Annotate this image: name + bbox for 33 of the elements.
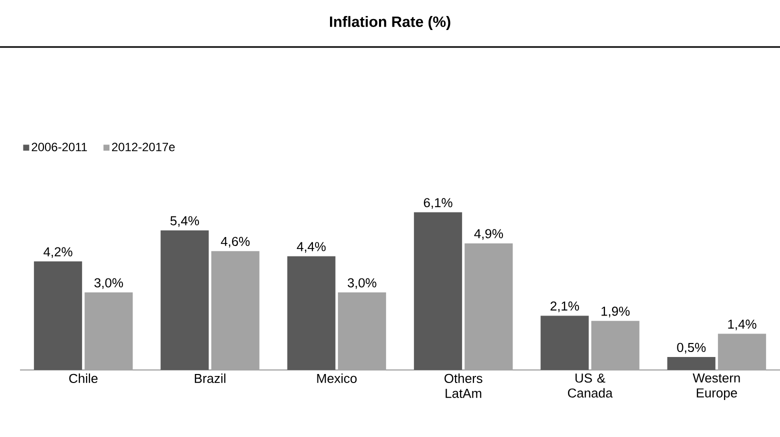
data-label: 3,0% [94, 278, 123, 289]
data-label: 6,1% [424, 198, 452, 209]
data-label: 4,4% [296, 242, 326, 253]
x-tick-label: Brazil [194, 374, 226, 384]
bar [338, 292, 386, 370]
x-tick-label: US & Canada [568, 374, 613, 398]
data-label: 0,5% [677, 342, 706, 354]
x-tick-label: Chile [69, 374, 98, 384]
bar [540, 316, 589, 370]
x-tick-label: Mexico [317, 374, 357, 384]
data-label: 4,9% [474, 229, 503, 240]
legend-label: 2012-2017e [112, 142, 175, 152]
data-label: 2,1% [550, 301, 579, 312]
bar [84, 292, 133, 370]
data-label: 3,0% [348, 278, 376, 289]
data-label: 4,2% [44, 247, 72, 258]
legend-label: 2006-2011 [32, 142, 87, 152]
bar [591, 320, 640, 370]
x-tick-label: Others LatAm [444, 374, 482, 398]
data-label: 1,4% [728, 320, 756, 330]
bar [414, 212, 462, 370]
bar [211, 251, 260, 370]
bar [287, 256, 336, 370]
x-tick-label: Western Europe [692, 374, 740, 400]
chart-title: Inflation Rate (%) [330, 16, 450, 30]
bar [34, 261, 82, 370]
bar [718, 334, 766, 370]
data-label: 4,6% [220, 236, 250, 248]
bar [160, 230, 209, 370]
bar [464, 243, 513, 370]
bar [667, 357, 716, 370]
data-label: 1,9% [602, 306, 630, 318]
data-label: 5,4% [170, 216, 199, 227]
